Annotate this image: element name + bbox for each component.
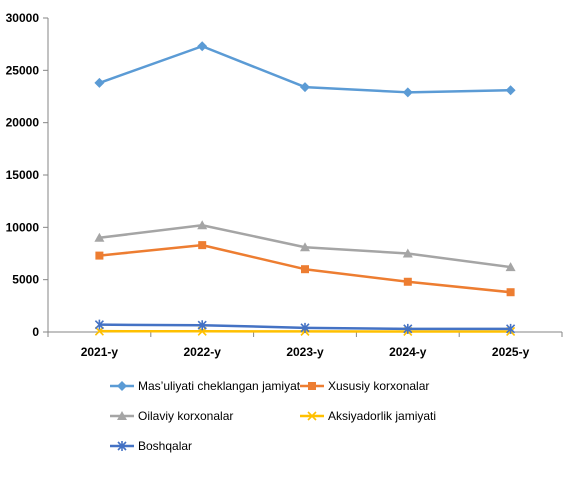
x-tick-label: 2023-y [286,345,324,359]
legend-item-xususiy-korxonalar: Xususiy korxonalar [300,379,429,393]
x-tick-label: 2025-y [492,345,530,359]
y-tick-label: 30000 [6,11,40,25]
data-point-xususiy-korxonalar [198,241,206,249]
data-point-xususiy-korxonalar [404,278,412,286]
data-point-mas-uliyati-cheklangan-jamiyat [94,78,104,88]
x-tick-label: 2022-y [184,345,222,359]
data-point-mas-uliyati-cheklangan-jamiyat [300,82,310,92]
legend-item-boshqalar: Boshqalar [110,439,192,453]
y-tick-label: 5000 [12,273,39,287]
legend-label: Boshqalar [138,439,192,453]
legend-item-oilaviy-korxonalar: Oilaviy korxonalar [110,409,233,423]
y-tick-label: 10000 [6,220,40,234]
legend-label: Mas’uliyati cheklangan jamiyat [138,379,301,393]
y-tick-label: 20000 [6,116,40,130]
data-point-xususiy-korxonalar [301,265,309,273]
data-point-xususiy-korxonalar [95,252,103,260]
legend-marker [117,381,127,391]
y-tick-label: 25000 [6,63,40,77]
x-tick-label: 2021-y [81,345,119,359]
legend-label: Xususiy korxonalar [328,379,429,393]
legend-label: Aksiyadorlik jamiyati [328,409,436,423]
data-point-mas-uliyati-cheklangan-jamiyat [403,87,413,97]
data-point-mas-uliyati-cheklangan-jamiyat [506,85,516,95]
y-tick-label: 0 [32,325,39,339]
legend-item-mas-uliyati-cheklangan-jamiyat: Mas’uliyati cheklangan jamiyat [110,379,301,393]
legend-label: Oilaviy korxonalar [138,409,233,423]
y-tick-label: 15000 [6,168,40,182]
data-point-xususiy-korxonalar [507,288,515,296]
data-point-mas-uliyati-cheklangan-jamiyat [197,41,207,51]
legend-item-aksiyadorlik-jamiyati: Aksiyadorlik jamiyati [300,409,436,423]
x-tick-label: 2024-y [389,345,427,359]
legend-marker [308,382,316,390]
